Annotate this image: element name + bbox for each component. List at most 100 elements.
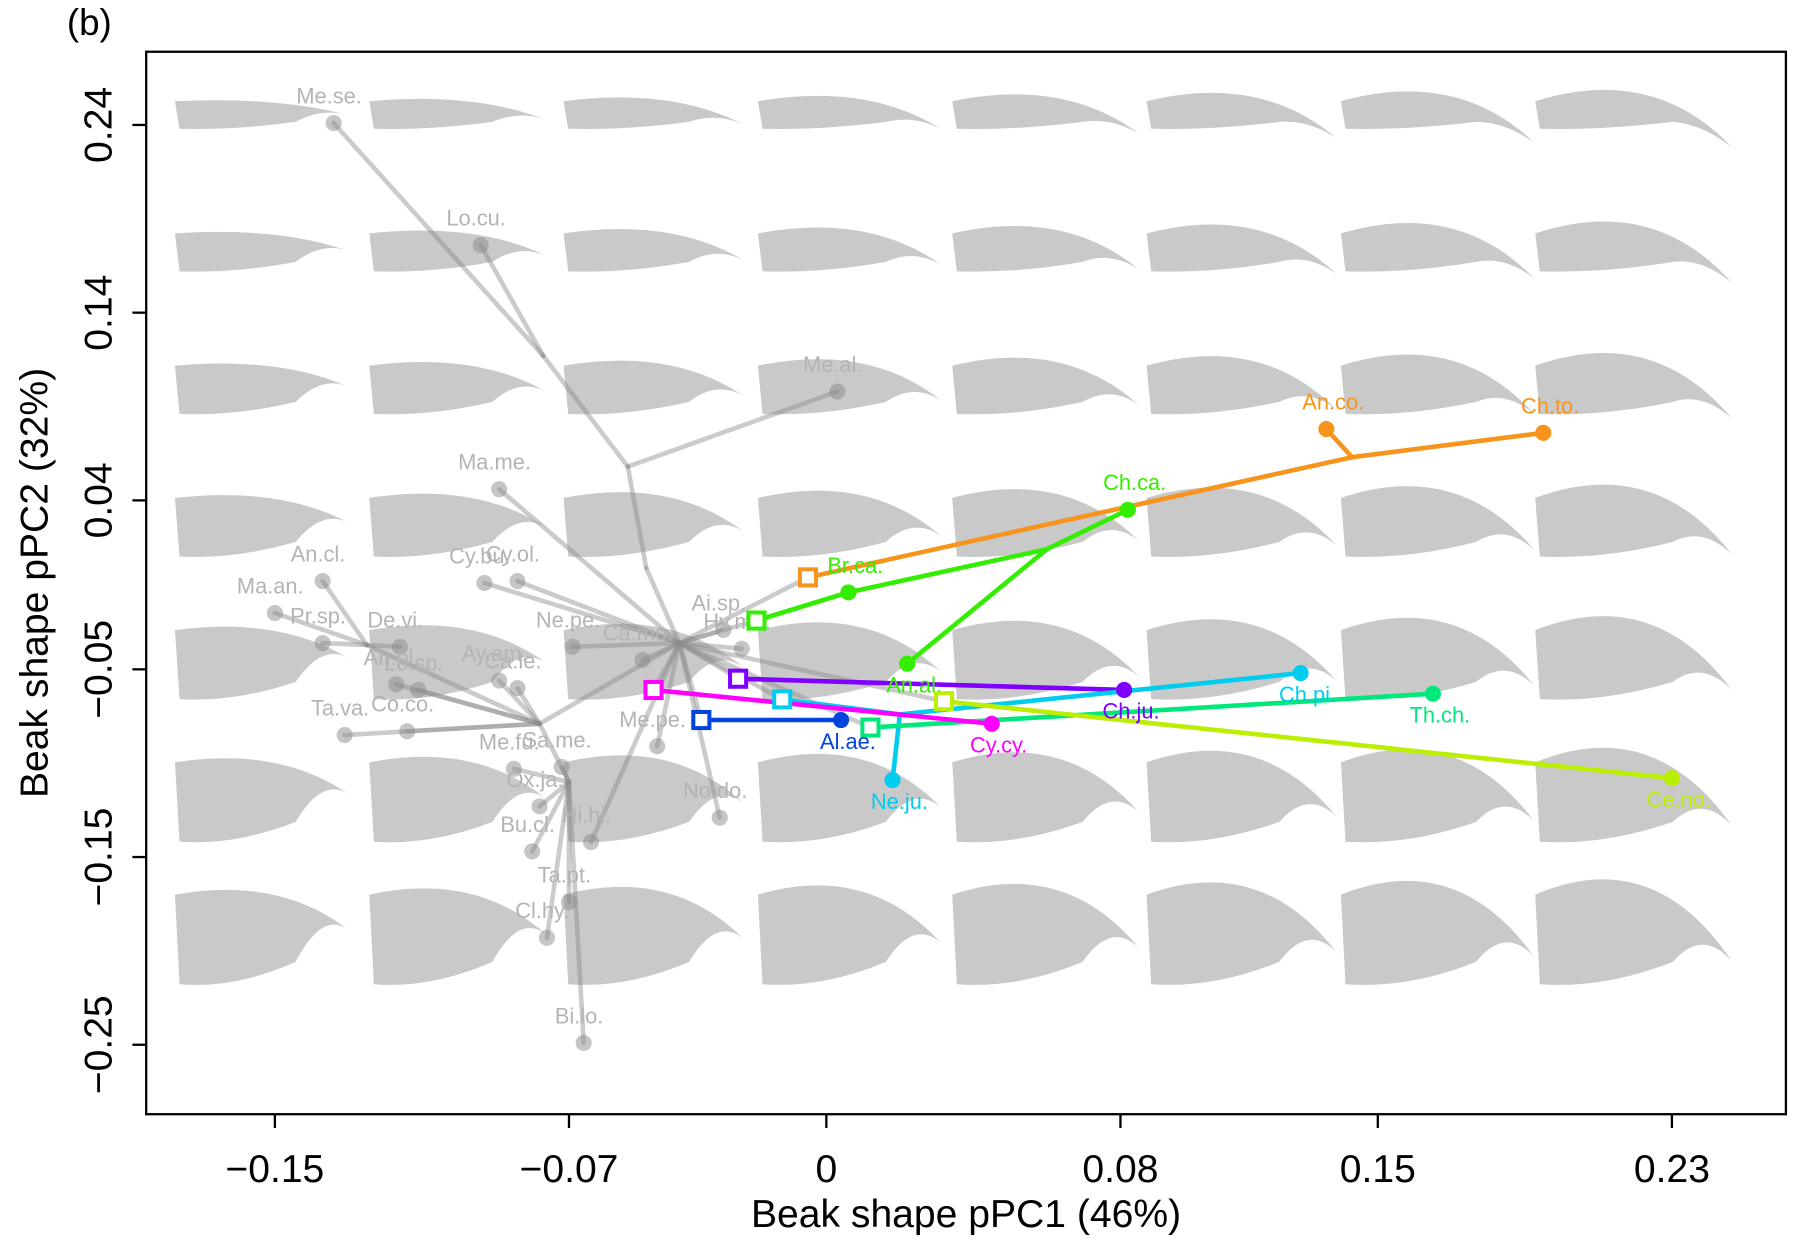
- beak-shape: [952, 357, 1139, 415]
- tip-label: Cy.bu.: [449, 543, 510, 568]
- beak-shape: [952, 620, 1139, 700]
- beak-shape: [952, 94, 1139, 134]
- tip-point: [1535, 424, 1552, 441]
- beak-shape: [1535, 616, 1732, 700]
- tip-point: [538, 929, 555, 946]
- y-tick-label: −0.05: [78, 620, 121, 719]
- branch: [482, 580, 682, 646]
- tip-point: [472, 237, 489, 254]
- beak-shape: [1535, 484, 1732, 557]
- tip-point: [524, 843, 541, 860]
- beak-shape: [1146, 224, 1337, 274]
- tip-point: [266, 604, 283, 622]
- tip-label: Bi.lo.: [555, 1003, 604, 1028]
- branch: [364, 642, 542, 727]
- beak-shape: [174, 495, 348, 557]
- tip-label: Ta.va.: [311, 695, 369, 720]
- beak-shape: [952, 883, 1139, 985]
- tip-point: [1318, 421, 1335, 438]
- beak-shape: [1535, 879, 1732, 985]
- tip-label: An.pl.: [364, 645, 420, 670]
- tip-point: [1663, 770, 1680, 787]
- branch: [415, 687, 542, 727]
- branch: [496, 486, 682, 646]
- tip-point: [1424, 685, 1442, 702]
- tip-label: Co.co.: [371, 692, 434, 717]
- tip-label: Me.fu.: [479, 729, 540, 754]
- tip-label: Ch.ca.: [1103, 470, 1166, 495]
- branch: [1044, 507, 1131, 552]
- branch: [846, 546, 1050, 595]
- tip-label: Ca.le.: [484, 649, 541, 674]
- x-tick-label: −0.07: [520, 1148, 619, 1191]
- beak-shape: [369, 98, 546, 129]
- tip-label: Sa.me.: [522, 727, 591, 752]
- beak-shape: [1340, 617, 1535, 700]
- tip-point: [399, 723, 416, 740]
- x-tick-label: 0.15: [1340, 1148, 1416, 1191]
- branch: [1349, 430, 1546, 460]
- plot-frame: [145, 50, 1788, 1116]
- branch: [676, 640, 723, 820]
- x-tick-label: 0.23: [1634, 1148, 1710, 1191]
- tip-point: [410, 681, 427, 699]
- branch: [342, 721, 542, 738]
- tip-label: Br.ca.: [827, 553, 883, 578]
- tip-label: Ma.me.: [458, 450, 531, 475]
- branch: [570, 640, 682, 650]
- tip-point: [314, 573, 331, 590]
- branch: [676, 640, 745, 651]
- tip-point: [711, 809, 728, 826]
- beak-shape: [1340, 880, 1535, 985]
- branch: [478, 242, 546, 359]
- branch: [511, 766, 572, 785]
- beak-shape: [369, 756, 546, 843]
- tip-point: [840, 584, 857, 601]
- tip-label: Ox.ja.: [506, 767, 563, 792]
- beak-shape: [563, 886, 743, 985]
- branch: [544, 779, 572, 941]
- ancestor-node: [643, 679, 664, 701]
- beak-shape: [369, 230, 546, 272]
- tip-label: Ne.pe.: [536, 607, 600, 632]
- beak-shape: [1340, 222, 1535, 279]
- ancestor-node: [728, 668, 749, 689]
- branch: [904, 546, 1050, 666]
- y-tick-label: −0.15: [78, 808, 121, 907]
- beak-shape: [174, 363, 348, 415]
- tip-point: [899, 655, 916, 672]
- tip-label: Cy.cy.: [970, 733, 1027, 758]
- beak-shape: [757, 95, 941, 129]
- beak-shape: [1535, 747, 1732, 843]
- tip-label: Pr.sp.: [290, 604, 346, 629]
- tip-label: An.cl.: [291, 542, 346, 567]
- ancestor-node: [691, 709, 712, 731]
- branch: [537, 640, 682, 727]
- ancestor-node: [797, 567, 819, 588]
- beak-shape: [174, 626, 348, 700]
- tip-point: [733, 640, 750, 657]
- branch: [515, 578, 682, 646]
- tip-point: [1119, 501, 1136, 518]
- branch: [654, 640, 682, 749]
- branch: [735, 676, 1127, 693]
- beak-shape: [369, 888, 546, 985]
- y-tick-label: 0.24: [78, 87, 121, 163]
- tip-point: [560, 894, 578, 911]
- x-tick-label: 0.08: [1082, 1148, 1158, 1191]
- beak-silhouettes: [174, 89, 1732, 985]
- beak-shape: [757, 490, 941, 557]
- beak-shape: [952, 752, 1139, 843]
- beak-shape: [369, 362, 546, 415]
- tip-point: [1116, 681, 1133, 699]
- y-tick-label: 0.14: [78, 275, 121, 351]
- tip-label: Al.ae.: [820, 729, 876, 754]
- tip-label: Ca.mo.: [603, 620, 673, 645]
- beak-shape: [563, 229, 743, 272]
- branch: [566, 779, 586, 1046]
- branch: [805, 454, 1355, 580]
- branch: [897, 670, 1303, 717]
- beak-shape: [1535, 221, 1732, 283]
- beak-shape: [757, 227, 941, 272]
- tip-label: Me.se.: [296, 84, 362, 109]
